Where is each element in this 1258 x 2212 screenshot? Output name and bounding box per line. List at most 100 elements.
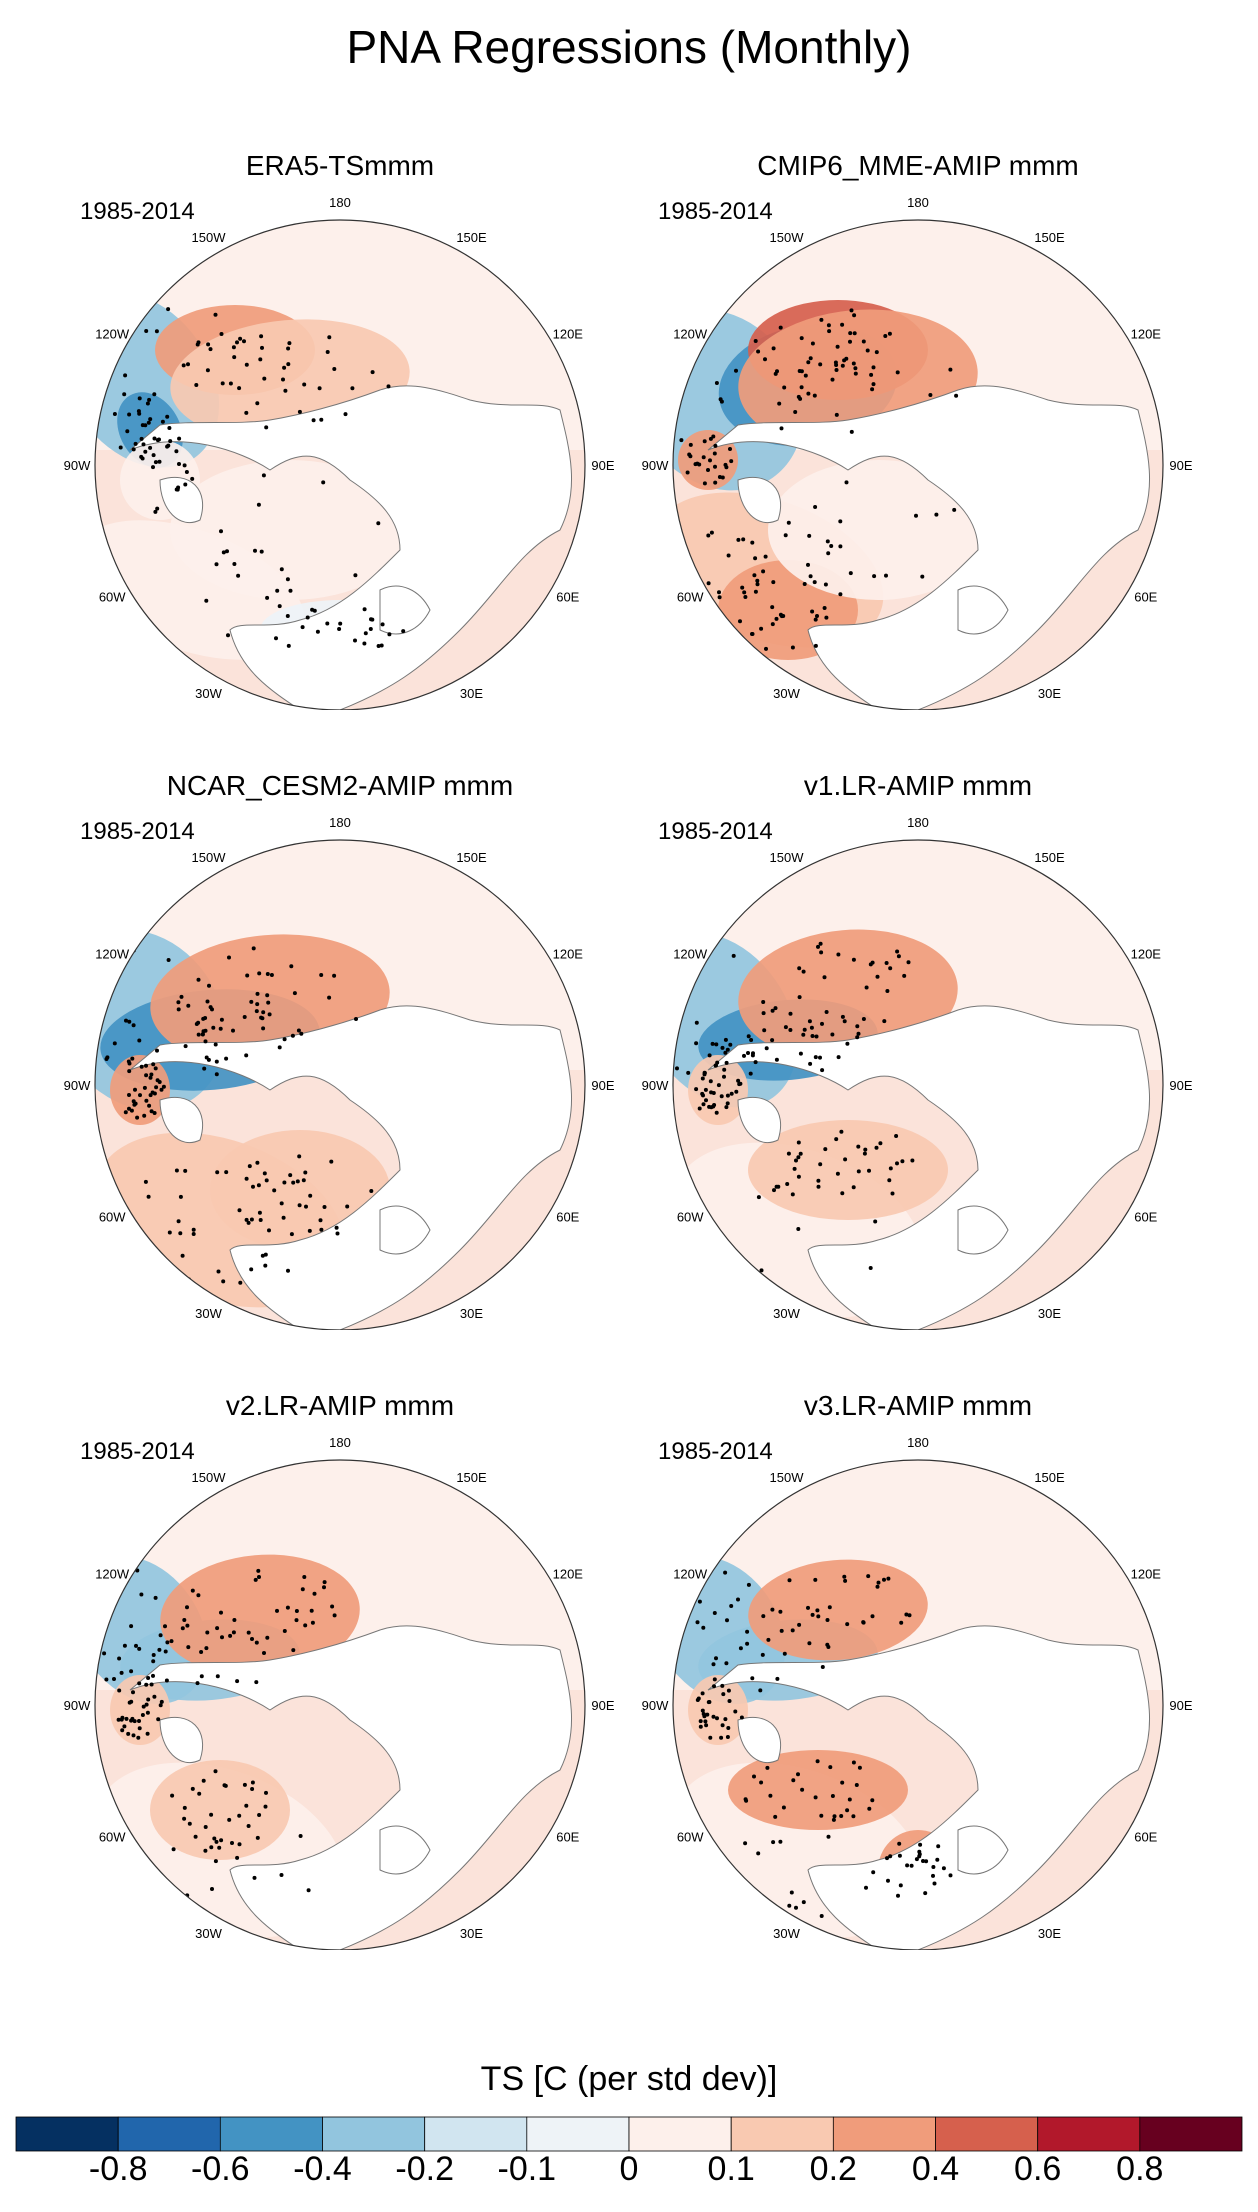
longitude-label: 120E <box>1131 1567 1162 1582</box>
significance-dot <box>800 1787 805 1792</box>
map-border <box>672 839 1164 1330</box>
significance-dot <box>298 1834 303 1838</box>
significance-dot <box>213 312 218 317</box>
significance-dot <box>205 368 210 373</box>
significance-dot <box>228 381 233 386</box>
significance-dot <box>156 1717 161 1722</box>
colorbar-swatch <box>935 2116 1039 2152</box>
significance-dot <box>142 1113 147 1118</box>
significance-dot <box>205 999 210 1004</box>
significance-dot <box>134 1643 138 1648</box>
significance-dot <box>759 1268 764 1273</box>
significance-dot <box>204 598 209 603</box>
significance-dot <box>112 1041 117 1046</box>
significance-dot <box>256 1183 261 1188</box>
significance-dot <box>882 1019 887 1024</box>
significance-dot <box>122 392 127 397</box>
significance-dot <box>679 438 684 443</box>
land-outline <box>379 585 431 635</box>
significance-dot <box>96 398 101 403</box>
significance-dot <box>798 1051 803 1056</box>
significance-dot <box>824 615 829 620</box>
map-panel-v3: v3.LR-AMIP mmm 1985-2014 180 150E 120E 90E 6… <box>618 1390 1218 1950</box>
significance-dot <box>871 382 876 387</box>
significance-dot <box>834 1137 839 1142</box>
significance-dot <box>214 1072 219 1077</box>
significance-dot <box>151 1673 155 1678</box>
significance-dot <box>708 458 712 463</box>
significance-dot <box>125 429 130 434</box>
colorbar-title: TS [C (per std dev)] <box>480 2060 778 2098</box>
significance-dot <box>246 1220 251 1225</box>
significance-dot <box>756 1195 761 1200</box>
significance-dot <box>698 1719 703 1724</box>
map-panel-cesm2: NCAR_CESM2-AMIP mmm 1985-2014 180 150E 120… <box>40 770 640 1330</box>
colorbar-swatch <box>1139 2116 1243 2152</box>
significance-dot <box>157 1080 162 1084</box>
longitude-label: 120W <box>95 947 130 962</box>
significance-dot <box>774 1057 779 1062</box>
significance-dot <box>791 1778 796 1783</box>
significance-dot <box>656 372 660 376</box>
significance-dot <box>345 1204 350 1209</box>
significance-dot <box>674 1029 678 1034</box>
significance-dot <box>840 363 845 368</box>
longitude-label: 180 <box>907 195 929 210</box>
longitude-label: 90E <box>591 1078 614 1093</box>
significance-dot <box>159 1087 164 1092</box>
significance-dot <box>146 1697 151 1702</box>
longitude-label: 60E <box>1134 1830 1157 1845</box>
significance-dot <box>697 1599 702 1604</box>
significance-dot <box>250 1780 255 1785</box>
significance-dot <box>257 971 262 976</box>
significance-dot <box>809 1025 814 1030</box>
significance-dot <box>739 1715 744 1720</box>
significance-dot <box>782 1651 787 1656</box>
significance-dot <box>775 1676 780 1681</box>
longitude-label: 180 <box>907 1435 929 1450</box>
significance-dot <box>865 348 870 353</box>
significance-dot <box>840 322 845 327</box>
significance-dot <box>790 1192 795 1197</box>
significance-dot <box>851 361 856 366</box>
significance-dot <box>297 1203 302 1208</box>
significance-dot <box>743 1841 748 1846</box>
significance-dot <box>716 1083 721 1088</box>
significance-dot <box>849 429 854 434</box>
longitude-label: 60E <box>1134 1210 1157 1225</box>
significance-dot <box>169 1639 174 1644</box>
significance-dot <box>818 362 823 367</box>
significance-dot <box>806 562 810 567</box>
significance-dot <box>183 1044 188 1049</box>
significance-dot <box>155 438 160 443</box>
significance-dot <box>183 482 188 487</box>
significance-dot <box>703 1719 708 1724</box>
significance-dot <box>815 1608 820 1613</box>
significance-dot <box>222 1783 227 1788</box>
significance-dot <box>286 362 291 367</box>
significance-dot <box>259 549 264 554</box>
significance-dot <box>362 607 367 612</box>
significance-dot <box>130 1056 135 1061</box>
significance-dot <box>697 462 702 467</box>
significance-dot <box>146 1676 151 1680</box>
significance-dot <box>861 1017 866 1021</box>
significance-dot <box>798 1151 803 1156</box>
significance-dot <box>905 1863 910 1868</box>
colorbar-tick-label: 0.1 <box>707 2150 755 2188</box>
significance-dot <box>225 549 229 554</box>
significance-dot <box>861 1620 866 1625</box>
significance-dot <box>190 476 195 481</box>
significance-dot <box>174 1168 179 1173</box>
significance-dot <box>827 329 832 334</box>
significance-dot <box>686 1070 691 1075</box>
significance-dot <box>238 1280 243 1285</box>
significance-dot <box>810 609 815 614</box>
significance-dot <box>153 1066 158 1071</box>
significance-dot <box>770 622 775 627</box>
significance-dot <box>842 1019 847 1024</box>
longitude-label: 90W <box>642 1698 669 1713</box>
significance-dot <box>219 1017 224 1022</box>
significance-dot <box>301 1178 306 1183</box>
significance-dot <box>207 983 211 988</box>
